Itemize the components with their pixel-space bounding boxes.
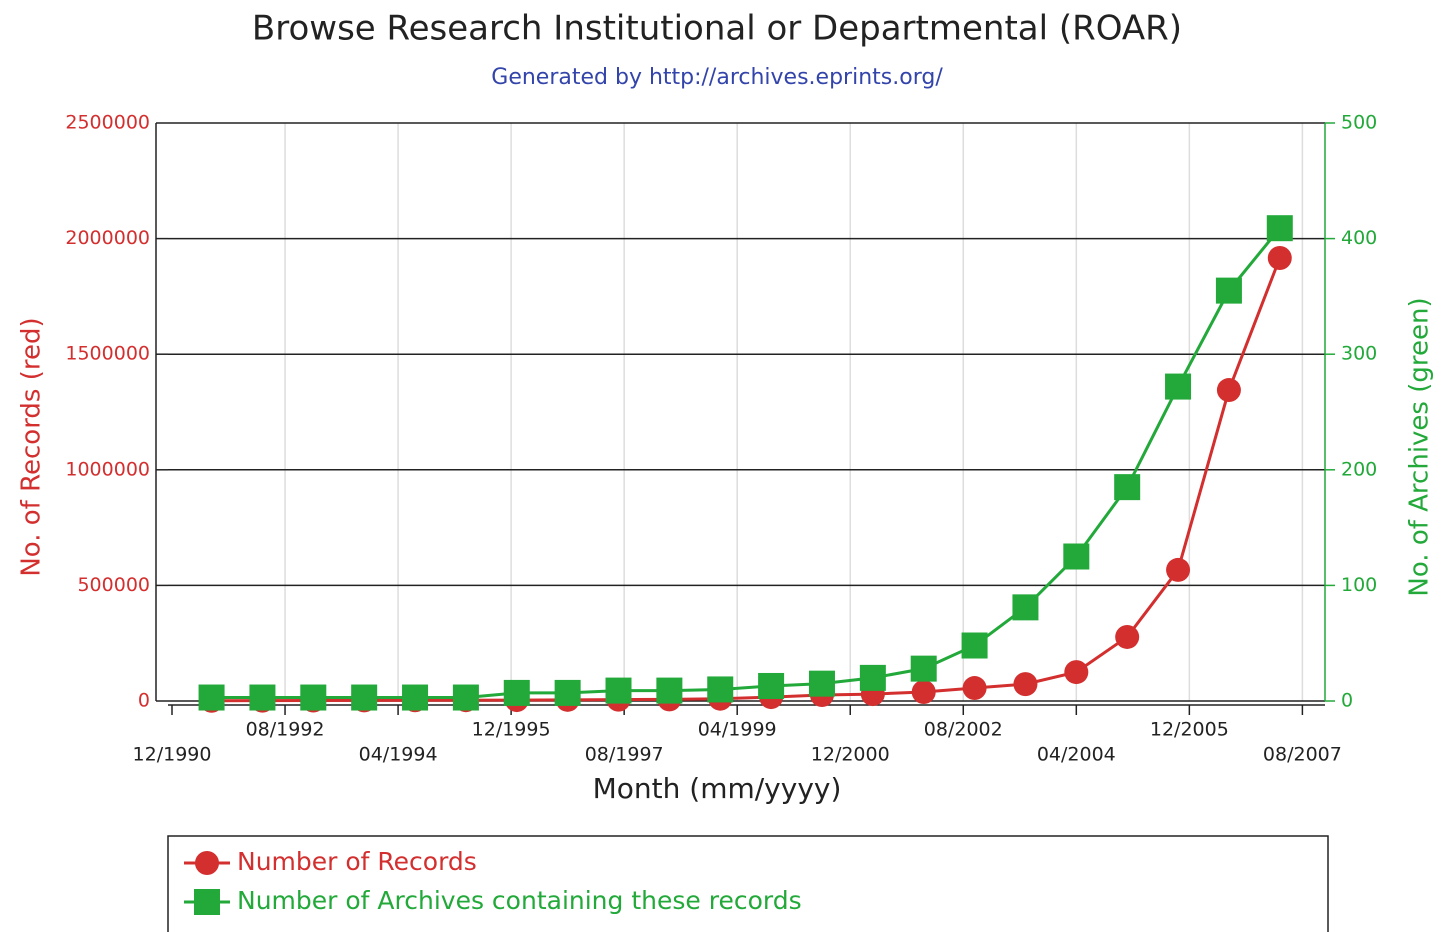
data-point: [808, 670, 835, 697]
data-point: [1012, 594, 1039, 621]
y-tick-label: 500000: [77, 574, 150, 596]
data-point: [605, 677, 632, 704]
x-axis-title: Month (mm/yyyy): [593, 772, 842, 805]
y2-tick-label: 100: [1341, 574, 1377, 596]
series-line: [211, 257, 1282, 703]
data-point: [554, 679, 581, 706]
data-point: [859, 664, 886, 691]
data-point: [758, 672, 785, 699]
y2-tick-label: 500: [1341, 112, 1377, 134]
legend-label: Number of Archives containing these reco…: [237, 886, 802, 915]
data-point: [503, 679, 530, 706]
data-point: [1115, 624, 1140, 649]
data-point: [300, 684, 327, 711]
y2-tick-label: 400: [1341, 227, 1377, 249]
data-point: [198, 684, 225, 711]
data-point: [1166, 557, 1191, 582]
y-axis-title: No. of Records (red): [17, 317, 47, 576]
data-point: [249, 684, 276, 711]
legend-marker: [194, 889, 220, 915]
legend-marker: [195, 851, 219, 875]
data-point: [910, 655, 937, 682]
y-tick-label: 0: [138, 690, 150, 712]
y2-axis-title: No. of Archives (green): [1405, 297, 1435, 596]
y2-tick-label: 200: [1341, 458, 1377, 480]
x-tick-label: 12/1990: [133, 744, 212, 766]
data-point: [1266, 215, 1293, 242]
x-tick-label: 08/1992: [246, 719, 325, 741]
data-point: [707, 676, 734, 703]
x-tick-label: 04/1994: [359, 744, 438, 766]
chart-subtitle: Generated by http://archives.eprints.org…: [491, 65, 943, 90]
data-point: [402, 684, 429, 711]
data-point: [1216, 378, 1241, 403]
data-point: [1215, 277, 1242, 304]
y-tick-label: 2500000: [65, 112, 150, 134]
y-tick-label: 2000000: [65, 227, 150, 249]
data-point: [1267, 246, 1292, 271]
data-point: [911, 679, 936, 704]
x-tick-label: 12/1995: [472, 719, 551, 741]
x-tick-label: 04/2004: [1037, 744, 1116, 766]
chart-title: Browse Research Institutional or Departm…: [252, 9, 1182, 49]
legend-label: Number of Records: [237, 847, 477, 876]
x-tick-label: 12/2000: [811, 744, 890, 766]
data-point: [1165, 373, 1192, 400]
x-tick-label: 12/2005: [1150, 719, 1229, 741]
y-tick-label: 1000000: [65, 458, 150, 480]
x-tick-label: 08/2007: [1263, 744, 1342, 766]
y2-tick-label: 0: [1341, 690, 1353, 712]
data-point: [1064, 660, 1089, 685]
data-point: [1013, 672, 1038, 697]
data-point: [656, 677, 683, 704]
legend-box: [167, 835, 1329, 932]
x-tick-label: 08/2002: [924, 719, 1003, 741]
data-point: [961, 632, 988, 659]
data-point: [1063, 543, 1090, 570]
data-point: [452, 684, 479, 711]
series-line: [211, 227, 1281, 700]
data-point: [962, 676, 987, 701]
x-tick-label: 04/1999: [698, 719, 777, 741]
y2-tick-label: 300: [1341, 343, 1377, 365]
data-point: [1114, 474, 1141, 501]
x-tick-label: 08/1997: [585, 744, 664, 766]
y-tick-label: 1500000: [65, 343, 150, 365]
data-point: [351, 684, 378, 711]
